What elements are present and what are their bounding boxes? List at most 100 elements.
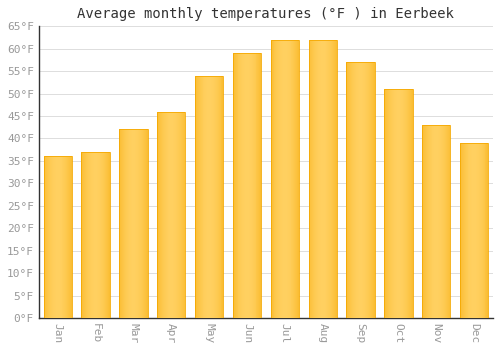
Title: Average monthly temperatures (°F ) in Eerbeek: Average monthly temperatures (°F ) in Ee… bbox=[78, 7, 454, 21]
Bar bbox=[244, 53, 245, 318]
Bar bbox=[385, 89, 386, 318]
Bar bbox=[55, 156, 56, 318]
Bar bbox=[288, 40, 290, 318]
Bar bbox=[182, 112, 184, 318]
Bar bbox=[316, 40, 317, 318]
Bar bbox=[279, 40, 280, 318]
Bar bbox=[119, 130, 120, 318]
Bar bbox=[102, 152, 103, 318]
Bar bbox=[100, 152, 102, 318]
Bar bbox=[178, 112, 179, 318]
Bar bbox=[214, 76, 215, 318]
Bar bbox=[107, 152, 108, 318]
Bar bbox=[442, 125, 443, 318]
Bar bbox=[260, 53, 261, 318]
Bar bbox=[477, 143, 478, 318]
Bar bbox=[46, 156, 48, 318]
Bar bbox=[234, 53, 236, 318]
Bar bbox=[198, 76, 200, 318]
Bar bbox=[71, 156, 72, 318]
Bar bbox=[326, 40, 328, 318]
Bar bbox=[84, 152, 85, 318]
Bar bbox=[164, 112, 166, 318]
Bar bbox=[196, 76, 197, 318]
Bar bbox=[400, 89, 402, 318]
Bar bbox=[479, 143, 480, 318]
Bar bbox=[173, 112, 174, 318]
Bar bbox=[56, 156, 57, 318]
Bar bbox=[166, 112, 168, 318]
Bar bbox=[70, 156, 71, 318]
Bar bbox=[125, 130, 126, 318]
Bar bbox=[333, 40, 334, 318]
Bar bbox=[437, 125, 438, 318]
Bar bbox=[172, 112, 173, 318]
Bar bbox=[408, 89, 409, 318]
Bar bbox=[476, 143, 477, 318]
Bar bbox=[180, 112, 181, 318]
Bar bbox=[163, 112, 164, 318]
Bar bbox=[174, 112, 175, 318]
Bar bbox=[439, 125, 440, 318]
Bar bbox=[425, 125, 426, 318]
Bar bbox=[254, 53, 256, 318]
Bar bbox=[405, 89, 406, 318]
Bar bbox=[197, 76, 198, 318]
Bar bbox=[462, 143, 463, 318]
Bar bbox=[336, 40, 337, 318]
Bar bbox=[356, 62, 357, 318]
Bar bbox=[368, 62, 369, 318]
Bar bbox=[460, 143, 461, 318]
Bar bbox=[145, 130, 146, 318]
Bar bbox=[292, 40, 294, 318]
Bar bbox=[274, 40, 276, 318]
Bar bbox=[350, 62, 351, 318]
Bar bbox=[362, 62, 364, 318]
Bar bbox=[159, 112, 160, 318]
Bar bbox=[308, 40, 337, 318]
Bar bbox=[209, 76, 210, 318]
Bar bbox=[371, 62, 372, 318]
Bar bbox=[354, 62, 355, 318]
Bar bbox=[202, 76, 203, 318]
Bar bbox=[369, 62, 370, 318]
Bar bbox=[86, 152, 87, 318]
Bar bbox=[394, 89, 396, 318]
Bar bbox=[349, 62, 350, 318]
Bar bbox=[62, 156, 64, 318]
Bar bbox=[66, 156, 67, 318]
Bar bbox=[409, 89, 410, 318]
Bar bbox=[443, 125, 444, 318]
Bar bbox=[441, 125, 442, 318]
Bar bbox=[94, 152, 96, 318]
Bar bbox=[319, 40, 320, 318]
Bar bbox=[283, 40, 284, 318]
Bar bbox=[168, 112, 170, 318]
Bar bbox=[138, 130, 139, 318]
Bar bbox=[222, 76, 224, 318]
Bar bbox=[312, 40, 313, 318]
Bar bbox=[252, 53, 254, 318]
Bar bbox=[123, 130, 124, 318]
Bar bbox=[98, 152, 100, 318]
Bar bbox=[466, 143, 468, 318]
Bar bbox=[330, 40, 331, 318]
Bar bbox=[250, 53, 251, 318]
Bar bbox=[158, 112, 159, 318]
Bar bbox=[146, 130, 148, 318]
Bar bbox=[297, 40, 298, 318]
Bar bbox=[331, 40, 332, 318]
Bar bbox=[256, 53, 258, 318]
Bar bbox=[106, 152, 107, 318]
Bar bbox=[423, 125, 424, 318]
Bar bbox=[85, 152, 86, 318]
Bar bbox=[249, 53, 250, 318]
Bar bbox=[212, 76, 213, 318]
Bar bbox=[445, 125, 446, 318]
Bar bbox=[139, 130, 140, 318]
Bar bbox=[428, 125, 430, 318]
Bar bbox=[53, 156, 54, 318]
Bar bbox=[108, 152, 109, 318]
Bar bbox=[448, 125, 450, 318]
Bar bbox=[109, 152, 110, 318]
